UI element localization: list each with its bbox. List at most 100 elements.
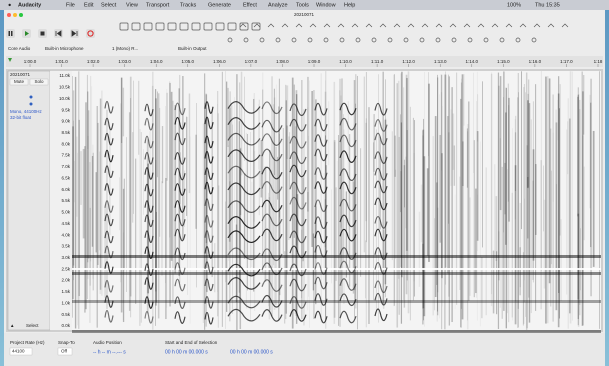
spectrogram-streak: [217, 91, 218, 316]
apple-logo[interactable]: ●: [8, 2, 11, 8]
spectrogram-streak: [467, 124, 469, 329]
spectrogram-streak: [101, 91, 102, 296]
spectrogram-streak: [410, 107, 411, 321]
frequency-label: 8.0k: [61, 141, 70, 146]
spectrogram-streak: [147, 139, 149, 313]
spectrogram-streak: [162, 126, 163, 183]
selection-end[interactable]: 00 h 00 m 00.000 s: [230, 349, 273, 355]
select-button[interactable]: Select: [26, 323, 39, 328]
pause-button[interactable]: [6, 29, 15, 38]
spectrogram-streak: [88, 110, 89, 258]
playback-device[interactable]: Built-in Output: [178, 46, 207, 51]
spectrogram-streak: [403, 87, 404, 299]
menu-item[interactable]: View: [126, 2, 138, 8]
audio-host[interactable]: Core Audio: [8, 46, 31, 51]
menu-item[interactable]: Analyze: [268, 2, 288, 8]
snap-to-label: Snap-To: [58, 340, 75, 345]
menu-item[interactable]: Edit: [84, 2, 94, 8]
spectrogram-streak: [394, 136, 395, 177]
close-button[interactable]: [7, 13, 11, 17]
spectrogram-streak: [138, 81, 139, 155]
audio-position: -- h -- m --.--- s: [93, 349, 126, 355]
menu-item[interactable]: Generate: [208, 2, 231, 8]
spectrogram-streak: [74, 161, 75, 202]
frequency-label: 6.0k: [61, 187, 70, 192]
spectrogram-streak: [583, 75, 584, 135]
spectrogram-streak: [119, 177, 120, 230]
menu-item[interactable]: Audacity: [18, 2, 42, 8]
track-name[interactable]: 20210071: [10, 72, 31, 77]
spectrogram-streak: [225, 71, 226, 329]
window-title: 20210071: [294, 12, 315, 17]
spectrogram-streak: [589, 95, 590, 208]
frequency-label: 9.5k: [61, 107, 70, 112]
spectrogram-streak: [368, 107, 369, 324]
spectrogram-streak: [186, 117, 187, 216]
frequency-label: 9.0k: [61, 119, 70, 124]
spectrogram-streak: [531, 119, 532, 313]
timeline-label: 1:03.0: [118, 59, 131, 64]
spectrogram-streak: [523, 252, 524, 325]
minimize-button[interactable]: [13, 13, 17, 17]
timeline-label: 1:12.0: [402, 59, 415, 64]
menu-item[interactable]: Tracks: [180, 2, 197, 8]
spectrogram-streak: [502, 167, 503, 319]
spectrogram-streak: [570, 71, 572, 323]
spectrogram-streak: [433, 136, 434, 315]
spectrogram-streak: [204, 73, 205, 329]
spectrogram-streak: [561, 219, 562, 301]
collapse-arrow[interactable]: ▲: [10, 323, 14, 328]
spectrogram-streak: [382, 72, 383, 305]
menu-item[interactable]: Select: [101, 2, 117, 8]
menu-item[interactable]: Effect: [243, 2, 257, 8]
timeline-label: 1:02.0: [87, 59, 100, 64]
spectrogram-streak: [599, 71, 600, 329]
spectrogram-streak: [406, 78, 408, 251]
stop-icon: [41, 32, 45, 36]
menu-item[interactable]: Transport: [146, 2, 170, 8]
spectrogram-streak: [214, 243, 215, 292]
selection-start[interactable]: 00 h 00 m 00.000 s: [165, 349, 208, 355]
spectrogram-streak: [500, 76, 502, 210]
menu-item[interactable]: File: [66, 2, 75, 8]
zoom-button[interactable]: [19, 13, 23, 17]
snap-to: Off: [61, 349, 68, 354]
menu-item[interactable]: Tools: [296, 2, 309, 8]
spectrogram-streak: [535, 164, 537, 235]
spectrogram-streak: [568, 121, 569, 174]
timeline-label: 1:15.0: [497, 59, 510, 64]
pause-icon: [9, 31, 11, 36]
audio-position-label: Audio Position: [93, 340, 122, 345]
spectrogram-streak: [284, 251, 285, 323]
spectrogram-streak: [398, 81, 400, 279]
recording-device[interactable]: Built-in Microphone: [45, 46, 84, 51]
spectrogram-streak: [155, 89, 156, 326]
spectrogram-streak: [419, 212, 421, 287]
spectrogram-streak: [506, 87, 507, 270]
spectrogram-streak: [593, 131, 595, 267]
menu-item[interactable]: Help: [344, 2, 355, 8]
record-button[interactable]: [86, 29, 95, 38]
frequency-label: 0.0k: [61, 323, 70, 328]
spectrogram-streak: [121, 78, 123, 313]
spectrogram-streak: [545, 77, 547, 324]
recording-channels[interactable]: 1 (Mono) R...: [112, 46, 138, 51]
pan-slider[interactable]: [30, 103, 33, 106]
spectrogram-streak: [427, 168, 429, 255]
menu-item[interactable]: Window: [316, 2, 336, 8]
spectrogram-streak: [341, 109, 342, 286]
spectrogram-streak: [453, 113, 455, 169]
gain-slider[interactable]: [30, 96, 33, 99]
spectrogram-streak: [498, 86, 499, 281]
frequency-label: 7.0k: [61, 164, 70, 169]
pause-icon: [11, 31, 13, 36]
spectrogram-streak: [441, 75, 442, 329]
spectrogram-streak: [414, 120, 415, 296]
spectrogram-streak: [92, 86, 93, 156]
timeline-label: 1:04.0: [150, 59, 163, 64]
spectrogram-streak: [90, 76, 91, 262]
battery: 100%: [507, 2, 521, 8]
spectrogram-streak: [106, 110, 107, 309]
spectrogram-streak: [464, 74, 465, 126]
spectrogram-streak: [130, 98, 131, 317]
